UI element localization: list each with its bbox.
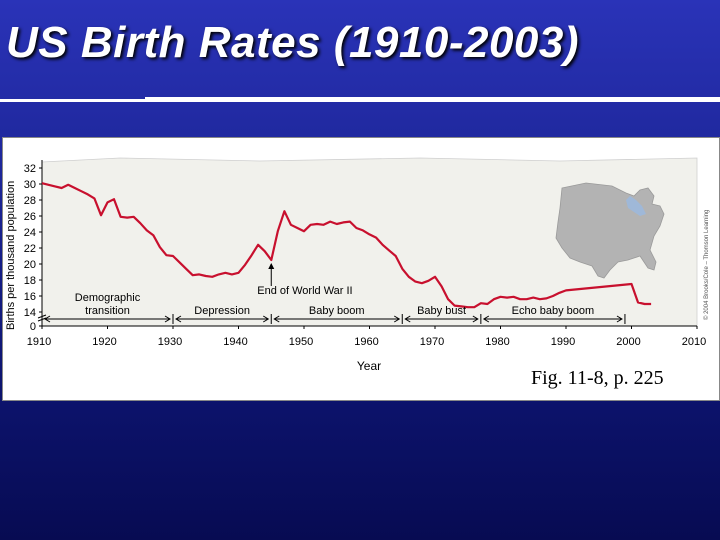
- y-tick-label: 0: [30, 321, 36, 333]
- arrowhead-right: [164, 315, 171, 323]
- title-divider-right: [145, 97, 720, 102]
- annotation-label-line: Demographic: [75, 292, 141, 304]
- x-tick-label: 1950: [289, 336, 313, 348]
- y-tick-label: 26: [24, 211, 36, 223]
- x-tick-label: 2000: [616, 336, 640, 348]
- title-divider-left: [0, 99, 145, 102]
- x-axis-label: Year: [357, 359, 381, 373]
- us-map-icon: [555, 182, 665, 279]
- x-tick-label: 1920: [92, 336, 116, 348]
- arrowhead-left: [482, 315, 490, 323]
- x-tick-label: 1990: [551, 336, 575, 348]
- x-tick-label: 1910: [27, 336, 51, 348]
- annotation-label: Depression: [194, 305, 250, 317]
- annotation-label: Baby bust: [417, 305, 466, 317]
- annotation-label-line: transition: [85, 305, 130, 317]
- x-tick-label: 1970: [420, 336, 444, 348]
- y-tick-label: 16: [24, 291, 36, 303]
- annotation-pointer-head: [268, 263, 275, 269]
- slide-title: US Birth Rates (1910-2003): [6, 18, 580, 67]
- annotation-label: End of World War II: [257, 285, 352, 297]
- arrowhead-right: [262, 315, 270, 323]
- figure-caption: Fig. 11-8, p. 225: [531, 367, 664, 389]
- credit-line: © 2004 Brooks/Cole – Thomson Learning: [703, 210, 710, 320]
- great-lakes-shape: [626, 196, 646, 216]
- y-tick-label: 30: [24, 179, 36, 191]
- arrowhead-left: [44, 315, 51, 323]
- x-tick-label: 1960: [354, 336, 378, 348]
- y-tick-label: 14: [24, 307, 36, 319]
- birth-rate-line: [41, 182, 652, 309]
- y-tick-label: 32: [24, 163, 36, 175]
- arrowhead-right: [393, 315, 401, 323]
- x-tick-label: 1930: [158, 336, 182, 348]
- x-tick-label: 2010: [682, 336, 706, 348]
- arrowhead-left: [404, 315, 411, 323]
- arrowhead-right: [616, 315, 623, 323]
- y-tick-label: 24: [24, 227, 36, 239]
- x-tick-label: 1940: [223, 336, 247, 348]
- y-tick-label: 18: [24, 275, 36, 287]
- axis-break-mark: [37, 314, 47, 322]
- x-tick-label: 1980: [485, 336, 509, 348]
- y-axis-label: Births per thousand population: [5, 181, 17, 330]
- arrowhead-right: [472, 315, 479, 323]
- y-tick-label: 28: [24, 195, 36, 207]
- arrowhead-left: [273, 315, 280, 323]
- annotation-label: Demographic transition: [75, 292, 141, 317]
- annotation-label: Echo baby boom: [512, 305, 595, 317]
- arrowhead-left: [175, 315, 182, 323]
- y-tick-label: 22: [24, 243, 36, 255]
- y-tick-label: 20: [24, 259, 36, 271]
- annotation-label: Baby boom: [309, 305, 365, 317]
